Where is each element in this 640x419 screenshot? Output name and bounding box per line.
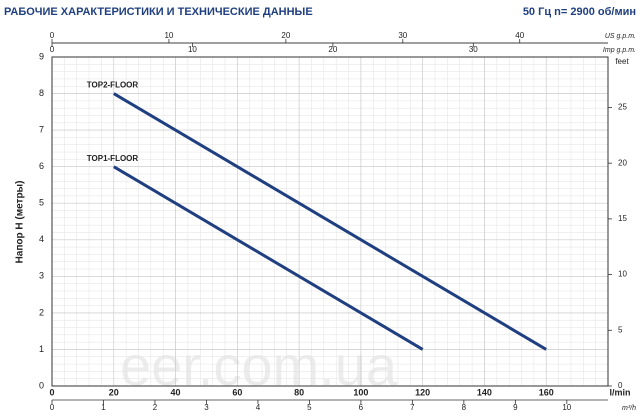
- y-tick-label: 9: [39, 51, 44, 61]
- secondary-tick-label: 5: [307, 403, 312, 412]
- secondary-tick-label: 0: [50, 31, 55, 40]
- x-tick-label: 140: [477, 387, 492, 397]
- secondary-tick-label: 8: [462, 403, 467, 412]
- x-axis-label: l/min: [609, 387, 630, 397]
- y-tick-label: 4: [39, 234, 44, 244]
- secondary-tick-label: 30: [469, 45, 478, 54]
- secondary-tick-label: 4: [256, 403, 261, 412]
- secondary-tick-label: 0: [618, 381, 623, 390]
- y-tick-label: 8: [39, 88, 44, 98]
- y-tick-label: 5: [39, 198, 44, 208]
- plot-frame: [51, 56, 609, 387]
- secondary-tick-label: 30: [398, 31, 407, 40]
- series-label: TOP1-FLOOR: [87, 154, 139, 163]
- secondary-tick-label: 20: [618, 158, 627, 167]
- x-tick-label: 0: [49, 387, 54, 397]
- secondary-tick-label: 10: [618, 270, 627, 279]
- secondary-tick-label: 10: [164, 31, 173, 40]
- axis-unit-label: m³/h: [622, 405, 636, 412]
- y-axis-label: Напор H (метры): [15, 181, 26, 264]
- chart-subtitle: 50 Гц n= 2900 об/мин: [523, 6, 636, 18]
- curve: [113, 165, 424, 351]
- x-tick-label: 160: [539, 387, 554, 397]
- secondary-tick-label: 2: [153, 403, 158, 412]
- secondary-tick-label: 10: [188, 45, 197, 54]
- y-tick-label: 2: [39, 307, 44, 317]
- secondary-tick-label: 3: [204, 403, 209, 412]
- secondary-tick-label: 5: [618, 325, 623, 334]
- x-tick-label: 120: [415, 387, 430, 397]
- y-tick-label: 7: [39, 124, 44, 134]
- axis-unit-label: Imp g.p.m.: [603, 47, 636, 54]
- secondary-tick-label: 20: [281, 31, 290, 40]
- y-tick-label: 1: [39, 344, 44, 354]
- y-tick-label: 0: [39, 380, 44, 390]
- secondary-tick-label: 40: [515, 31, 524, 40]
- x-tick-label: 100: [353, 387, 368, 397]
- secondary-tick-label: 10: [562, 403, 571, 412]
- secondary-tick-label: 0: [50, 45, 55, 54]
- x-tick-label: 20: [109, 387, 119, 397]
- axis-unit-label: US g.p.m.: [605, 33, 636, 40]
- series-label: TOP2-FLOOR: [87, 81, 139, 90]
- secondary-tick-label: 20: [328, 45, 337, 54]
- x-tick-label: 60: [232, 387, 242, 397]
- axis-unit-label: feet: [615, 57, 629, 66]
- secondary-tick-label: 7: [410, 403, 415, 412]
- secondary-tick-label: 0: [50, 403, 55, 412]
- x-tick-label: 80: [294, 387, 304, 397]
- secondary-tick-label: 9: [513, 403, 518, 412]
- curve: [113, 92, 547, 351]
- chart-title: РАБОЧИЕ ХАРАКТЕРИСТИКИ И ТЕХНИЧЕСКИЕ ДАН…: [4, 6, 313, 18]
- x-tick-label: 40: [171, 387, 181, 397]
- secondary-tick-label: 25: [618, 103, 627, 112]
- y-tick-label: 6: [39, 161, 44, 171]
- secondary-tick-label: 6: [359, 403, 364, 412]
- secondary-tick-label: 15: [618, 214, 627, 223]
- y-tick-label: 3: [39, 271, 44, 281]
- secondary-tick-label: 1: [101, 403, 106, 412]
